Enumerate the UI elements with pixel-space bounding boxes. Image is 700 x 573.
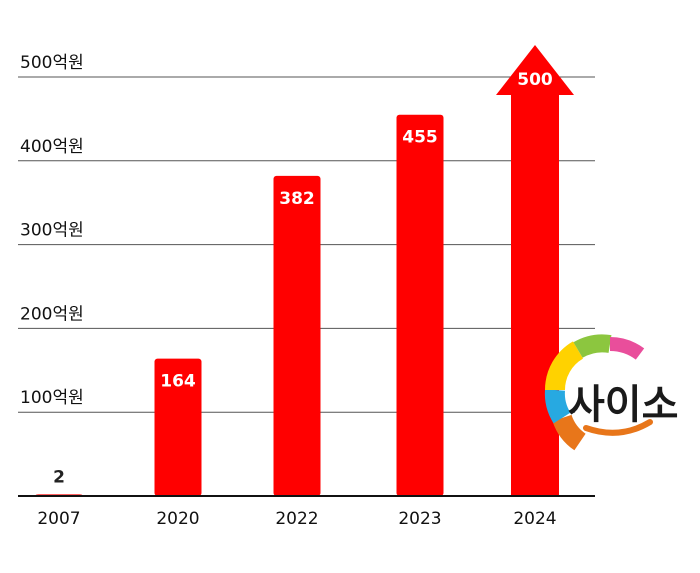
value-labels: 2 164 382 455 500 xyxy=(53,70,553,487)
logo-ring-pink xyxy=(609,337,645,360)
bar xyxy=(154,358,202,496)
x-tick-label: 2024 xyxy=(513,509,556,529)
bar-value-label: 455 xyxy=(402,128,438,148)
logo-smile xyxy=(583,419,653,436)
y-axis-labels: 100억원 200억원 300억원 400억원 500억원 xyxy=(20,53,84,408)
x-tick-label: 2022 xyxy=(275,509,318,529)
x-tick-label: 2020 xyxy=(156,509,199,529)
bar-value-label: 164 xyxy=(160,372,196,392)
y-tick-label: 100억원 xyxy=(20,388,84,408)
bar-value-label: 500 xyxy=(517,70,553,90)
x-tick-label: 2023 xyxy=(398,509,441,529)
y-tick-label: 300억원 xyxy=(20,221,84,241)
y-tick-label: 200억원 xyxy=(20,304,84,324)
x-axis-labels: 2007 2020 2022 2023 2024 xyxy=(37,509,556,529)
logo-ring-green xyxy=(573,334,612,358)
bar-value-label: 2 xyxy=(53,467,65,487)
saiso-logo: 사이소 xyxy=(544,334,678,451)
bar xyxy=(396,114,444,497)
bar xyxy=(273,175,321,496)
logo-text: 사이소 xyxy=(568,382,678,428)
logo-ring-blue xyxy=(544,389,571,424)
bars xyxy=(35,45,574,497)
bar-value-label: 382 xyxy=(279,189,315,209)
y-tick-label: 400억원 xyxy=(20,137,84,157)
logo-center xyxy=(570,366,630,426)
x-tick-label: 2007 xyxy=(37,509,80,529)
y-tick-label: 500억원 xyxy=(20,53,84,73)
logo-ring-yellow xyxy=(544,341,584,391)
logo-ring-orange xyxy=(552,414,587,451)
